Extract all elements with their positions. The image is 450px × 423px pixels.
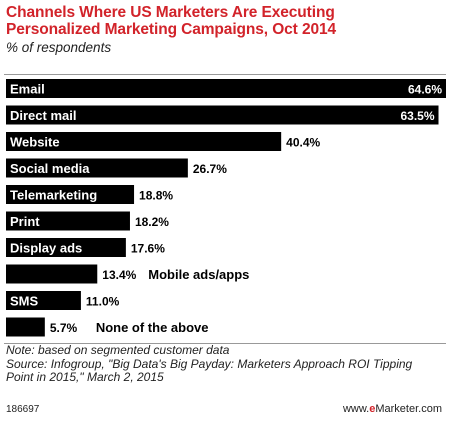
bar-chart: Email 64.6% Direct mail 63.5% Website 40.4% So… xyxy=(6,79,446,337)
value-label-sms: 11.0% xyxy=(86,295,120,309)
value-label-social-media: 26.7% xyxy=(193,162,227,176)
bar-display-ads xyxy=(6,238,126,257)
source-text-line-1: Source: Infogroup, "Big Data's Big Payda… xyxy=(6,356,413,371)
value-label-telemarketing: 18.8% xyxy=(139,189,173,203)
category-label-sms: SMS xyxy=(10,294,39,309)
category-label-mobile-ads-apps: Mobile ads/apps xyxy=(148,267,249,282)
top-divider xyxy=(4,74,446,75)
chart-notes: Note: based on segmented customer data S… xyxy=(6,343,446,385)
bar-telemarketing xyxy=(6,185,135,204)
brand-suffix: Marketer.com xyxy=(375,403,442,415)
category-label-email: Email xyxy=(10,82,45,97)
brand-link[interactable]: www.eMarketer.com xyxy=(343,403,442,415)
bar-mobile-ads-apps xyxy=(6,264,98,284)
value-label-website: 40.4% xyxy=(286,136,320,150)
note-text: Note: based on segmented customer data xyxy=(6,343,230,357)
bar-direct-mail xyxy=(6,105,439,125)
bottom-divider xyxy=(4,343,446,344)
bar-sms xyxy=(6,291,81,310)
bar-email xyxy=(6,79,446,98)
bar-print xyxy=(6,211,130,231)
category-label-telemarketing: Telemarketing xyxy=(10,188,97,203)
value-label-direct-mail: 63.5% xyxy=(400,109,434,123)
chart-title-line-2: Personalized Marketing Campaigns, Oct 20… xyxy=(6,21,337,38)
category-label-website: Website xyxy=(10,135,60,150)
value-label-display-ads: 17.6% xyxy=(131,242,165,256)
value-label-print: 18.2% xyxy=(135,215,169,229)
chart-title: Channels Where US Marketers Are Executin… xyxy=(6,4,446,38)
category-label-direct-mail: Direct mail xyxy=(10,108,76,123)
bar-none-of-the-above xyxy=(6,317,45,337)
chart-title-line-1: Channels Where US Marketers Are Executin… xyxy=(6,4,335,21)
value-label-email: 64.6% xyxy=(408,83,442,97)
category-label-print: Print xyxy=(10,214,40,229)
chart-id: 186697 xyxy=(6,404,40,415)
brand-prefix: www. xyxy=(342,403,370,415)
category-label-none-of-the-above: None of the above xyxy=(96,320,209,335)
category-label-display-ads: Display ads xyxy=(10,241,82,256)
bar-social-media xyxy=(6,158,188,178)
bar-website xyxy=(6,132,282,151)
category-label-social-media: Social media xyxy=(10,161,90,176)
value-label-none-of-the-above: 5.7% xyxy=(50,321,78,335)
brand-accent: e xyxy=(369,403,376,415)
source-text-line-2: Point in 2015," March 2, 2015 xyxy=(6,370,164,384)
value-label-mobile-ads-apps: 13.4% xyxy=(102,268,136,282)
chart-subtitle: % of respondents xyxy=(6,40,112,55)
